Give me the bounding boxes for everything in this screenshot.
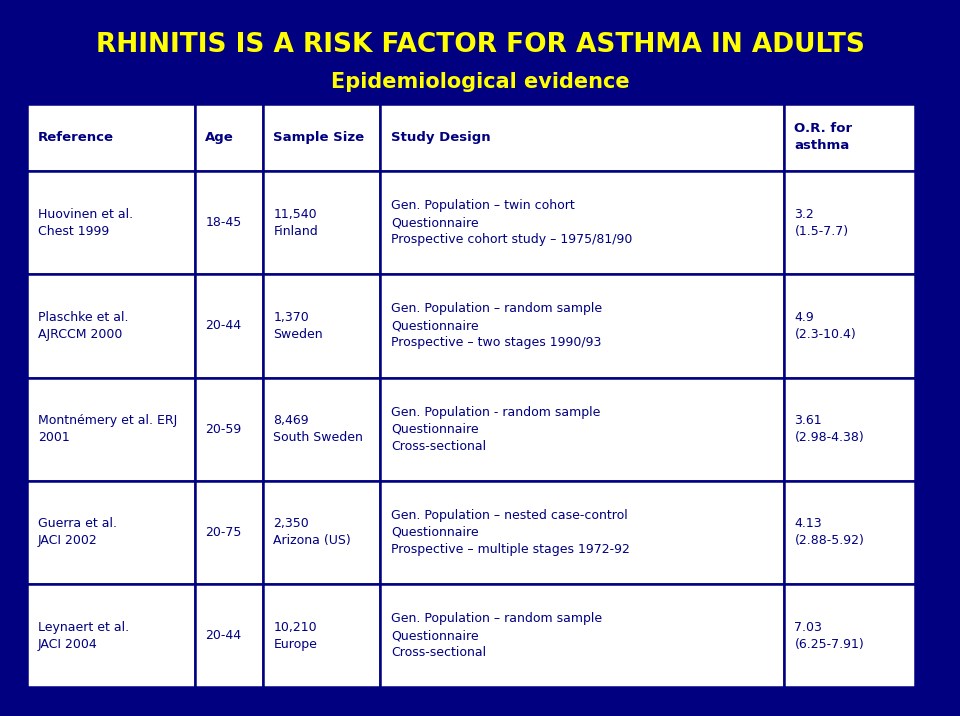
Bar [783, 171, 915, 274]
Text: Study Design: Study Design [391, 131, 491, 144]
Bar [27, 480, 195, 584]
Bar [27, 171, 195, 274]
Bar [380, 171, 783, 274]
Bar [27, 274, 195, 377]
Text: Plaschke et al.
AJRCCM 2000: Plaschke et al. AJRCCM 2000 [37, 311, 129, 341]
Bar [783, 584, 915, 687]
Bar [380, 584, 783, 687]
Text: Huovinen et al.
Chest 1999: Huovinen et al. Chest 1999 [37, 208, 132, 238]
Text: 20-44: 20-44 [205, 629, 242, 642]
Text: 20-75: 20-75 [205, 526, 242, 539]
Bar [262, 171, 380, 274]
Bar [380, 274, 783, 377]
Text: 10,210
Europe: 10,210 Europe [274, 621, 317, 651]
Bar [783, 104, 915, 171]
Bar [783, 480, 915, 584]
Text: Gen. Population – nested case-control
Questionnaire
Prospective – multiple stage: Gen. Population – nested case-control Qu… [391, 509, 630, 556]
Bar [262, 480, 380, 584]
Text: Age: Age [205, 131, 234, 144]
Text: O.R. for
asthma: O.R. for asthma [795, 122, 852, 153]
Bar [195, 377, 262, 480]
Text: 1,370
Sweden: 1,370 Sweden [274, 311, 323, 341]
Text: Gen. Population – random sample
Questionnaire
Prospective – two stages 1990/93: Gen. Population – random sample Question… [391, 302, 602, 349]
Bar [195, 480, 262, 584]
Text: 3.61
(2.98-4.38): 3.61 (2.98-4.38) [795, 414, 864, 444]
Text: Gen. Population – twin cohort
Questionnaire
Prospective cohort study – 1975/81/9: Gen. Population – twin cohort Questionna… [391, 199, 633, 246]
Text: Gen. Population – random sample
Questionnaire
Cross-sectional: Gen. Population – random sample Question… [391, 612, 602, 659]
Bar [262, 584, 380, 687]
Bar [380, 480, 783, 584]
Text: Montnémery et al. ERJ
2001: Montnémery et al. ERJ 2001 [37, 414, 177, 444]
Text: 7.03
(6.25-7.91): 7.03 (6.25-7.91) [795, 621, 864, 651]
Bar [380, 104, 783, 171]
Text: 2,350
Arizona (US): 2,350 Arizona (US) [274, 518, 351, 548]
Bar [27, 584, 195, 687]
Bar [783, 274, 915, 377]
Bar [783, 377, 915, 480]
Text: Sample Size: Sample Size [274, 131, 365, 144]
Bar [27, 377, 195, 480]
Text: Reference: Reference [37, 131, 113, 144]
Text: 18-45: 18-45 [205, 216, 242, 229]
Text: 4.13
(2.88-5.92): 4.13 (2.88-5.92) [795, 518, 864, 548]
Text: Guerra et al.
JACI 2002: Guerra et al. JACI 2002 [37, 518, 117, 548]
Bar [262, 104, 380, 171]
Text: Gen. Population - random sample
Questionnaire
Cross-sectional: Gen. Population - random sample Question… [391, 406, 601, 453]
Text: RHINITIS IS A RISK FACTOR FOR ASTHMA IN ADULTS: RHINITIS IS A RISK FACTOR FOR ASTHMA IN … [96, 32, 864, 58]
Text: 3.2
(1.5-7.7): 3.2 (1.5-7.7) [795, 208, 849, 238]
Text: 4.9
(2.3-10.4): 4.9 (2.3-10.4) [795, 311, 856, 341]
Bar [262, 377, 380, 480]
Text: 8,469
South Sweden: 8,469 South Sweden [274, 414, 363, 444]
Bar [195, 171, 262, 274]
Bar [27, 104, 195, 171]
Text: Epidemiological evidence: Epidemiological evidence [330, 72, 630, 92]
Bar [380, 377, 783, 480]
Bar [262, 274, 380, 377]
Bar [195, 584, 262, 687]
Bar [195, 274, 262, 377]
Text: 11,540
Finland: 11,540 Finland [274, 208, 318, 238]
Bar [195, 104, 262, 171]
Text: 20-44: 20-44 [205, 319, 242, 332]
Text: Leynaert et al.
JACI 2004: Leynaert et al. JACI 2004 [37, 621, 129, 651]
Text: 20-59: 20-59 [205, 422, 242, 435]
